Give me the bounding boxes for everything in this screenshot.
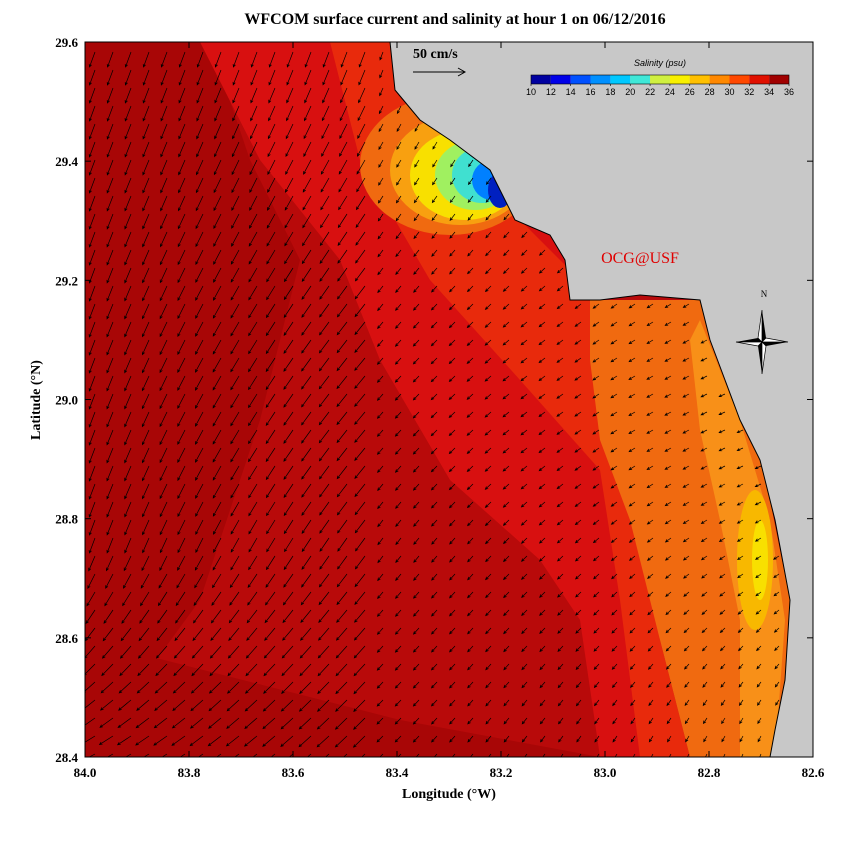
colorbar-frame [530, 74, 790, 85]
y-tick-label: 29.6 [55, 35, 78, 50]
y-tick-label: 28.8 [55, 512, 78, 527]
colorbar-tick-label: 34 [764, 87, 774, 97]
map-title: WFCOM surface current and salinity at ho… [244, 11, 665, 28]
colorbar-bin [531, 75, 551, 84]
x-tick-label: 83.8 [178, 765, 201, 780]
colorbar-tick-label: 22 [645, 87, 655, 97]
x-tick-label: 84.0 [74, 765, 97, 780]
colorbar-bin [570, 75, 591, 84]
y-tick-label: 28.4 [55, 750, 78, 765]
colorbar-bin [669, 75, 690, 84]
colorbar: 10 12 14 16 18 20 22 24 26 28 30 32 34 36 [526, 74, 794, 97]
x-axis-label: Longitude (°W) [402, 787, 496, 802]
colorbar-bin [749, 75, 770, 84]
colorbar-bin [550, 75, 571, 84]
colorbar-bin [610, 75, 631, 84]
scale-label: 50 cm/s [413, 47, 458, 62]
current-vectors [85, 51, 780, 757]
colorbar-bin [769, 75, 789, 84]
colorbar-tick-label: 16 [586, 87, 596, 97]
colorbar-tick-label: 10 [526, 87, 536, 97]
y-tick-label: 29.2 [55, 273, 78, 288]
colorbar-tick-label: 20 [625, 87, 635, 97]
y-axis-label: Latitude (°N) [29, 360, 44, 440]
colorbar-tick-label: 14 [566, 87, 576, 97]
compass-rose [735, 309, 789, 375]
x-tick-label: 82.6 [802, 765, 825, 780]
colorbar-bin [590, 75, 611, 84]
x-tick-label: 83.6 [282, 765, 305, 780]
salinity-field [85, 42, 813, 757]
x-tick-label: 83.4 [386, 765, 409, 780]
colorbar-bin [650, 75, 670, 84]
colorbar-bin [729, 75, 750, 84]
x-tick-label: 83.2 [490, 765, 513, 780]
colorbar-tick-label: 18 [605, 87, 615, 97]
colorbar-tick-label: 28 [705, 87, 715, 97]
x-tick-label: 82.8 [698, 765, 721, 780]
colorbar-bin [709, 75, 730, 84]
y-tick-label: 28.6 [55, 631, 78, 646]
colorbar-tick-label: 24 [665, 87, 675, 97]
scale-arrow [413, 67, 467, 77]
colorbar-tick-label: 36 [784, 87, 794, 97]
colorbar-tick-label: 12 [546, 87, 556, 97]
colorbar-tick-label: 26 [685, 87, 695, 97]
credit: OCG@USF [601, 250, 679, 267]
x-tick-label: 83.0 [594, 765, 617, 780]
y-tick-label: 29.0 [55, 393, 78, 408]
compass-north: N [761, 289, 768, 299]
colorbar-bin [630, 75, 651, 84]
current-arrows [85, 51, 780, 757]
colorbar-label: Salinity (psu) [634, 58, 686, 68]
y-tick-label: 29.4 [55, 154, 78, 169]
colorbar-tick-label: 32 [744, 87, 754, 97]
colorbar-tick-label: 30 [724, 87, 734, 97]
colorbar-bin [689, 75, 710, 84]
